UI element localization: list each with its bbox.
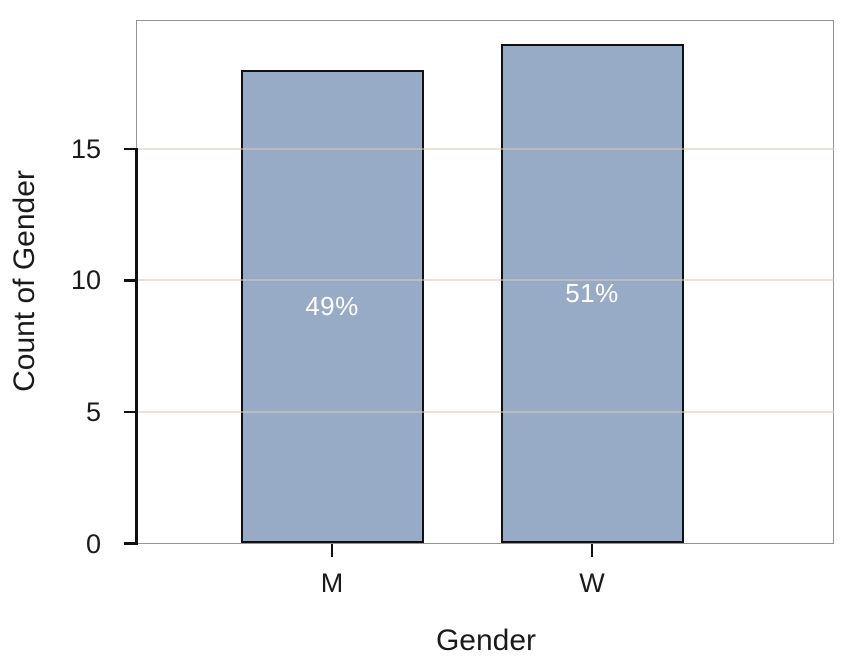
x-axis-title: Gender xyxy=(435,624,537,657)
bar-value-label: 51% xyxy=(565,278,619,309)
x-tick-label-M: M xyxy=(320,568,344,598)
gridline-y-15 xyxy=(136,147,834,150)
y-tick-label-15: 15 xyxy=(70,133,101,164)
y-tick-5 xyxy=(123,410,136,414)
y-tick-15 xyxy=(123,147,136,151)
x-tick-W xyxy=(590,543,594,557)
bar-M: 49% xyxy=(240,69,424,544)
y-axis-line xyxy=(135,147,138,545)
bar-W: 51% xyxy=(500,43,684,544)
x-tick-M xyxy=(330,543,334,557)
bar-value-label: 49% xyxy=(305,291,359,322)
y-tick-label-0: 0 xyxy=(85,528,101,559)
x-tick-label-W: W xyxy=(579,568,605,598)
gridline-y-10 xyxy=(136,279,834,282)
gridline-y-5 xyxy=(136,410,834,413)
y-tick-10 xyxy=(123,279,136,282)
y-tick-0 xyxy=(123,542,136,545)
y-tick-label-5: 5 xyxy=(85,396,101,427)
y-tick-label-10: 10 xyxy=(70,265,101,296)
